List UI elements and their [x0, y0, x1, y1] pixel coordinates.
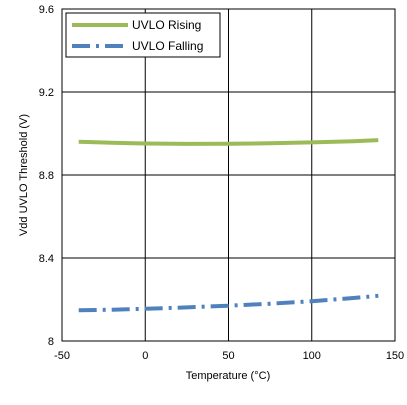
- y-tick-label: 9.2: [39, 87, 54, 99]
- x-axis-label: Temperature (°C): [186, 370, 270, 382]
- x-tick-label: 50: [222, 350, 234, 362]
- x-tick-label: 0: [142, 350, 148, 362]
- series-line-uvlo-rising: [78, 138, 379, 146]
- y-tick-label: 8.8: [39, 170, 54, 182]
- series-line-uvlo-falling: [78, 293, 379, 313]
- x-tick-label: -50: [54, 350, 70, 362]
- y-tick-label: 9.6: [39, 4, 54, 16]
- legend-label-uvlo-falling: UVLO Falling: [132, 39, 203, 53]
- plot-frame: [61, 8, 396, 342]
- y-tick-label: 8: [48, 336, 54, 348]
- series-lines: [78, 138, 379, 313]
- y-tick-label: 8.4: [39, 253, 54, 265]
- legend-label-uvlo-rising: UVLO Rising: [132, 18, 201, 32]
- legend: UVLO Rising UVLO Falling: [65, 12, 221, 58]
- grid-lines: [62, 9, 395, 341]
- legend-box: [65, 12, 221, 58]
- axis-tick-labels: -50 0 50 100 150 8 8.4 8.8 9.2 9.6: [39, 4, 404, 362]
- x-tick-label: 100: [303, 350, 321, 362]
- x-tick-label: 150: [386, 350, 404, 362]
- y-axis-label: Vdd UVLO Threshold (V): [18, 114, 30, 236]
